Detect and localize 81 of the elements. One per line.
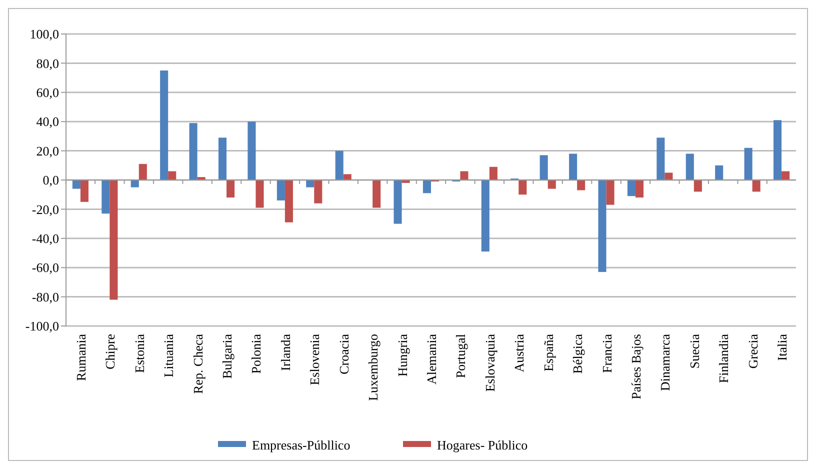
bar <box>218 138 227 180</box>
legend-label: Empresas-Públlico <box>252 438 350 453</box>
bar <box>138 164 147 180</box>
x-tick-label: Bulgaria <box>220 334 235 379</box>
y-tick-label: -60,0 <box>32 260 59 276</box>
y-tick-label: 0,0 <box>42 172 59 188</box>
bar <box>335 150 344 180</box>
x-tick-label: Austria <box>512 334 527 372</box>
bar <box>548 180 556 189</box>
bar <box>248 122 256 180</box>
y-tick-label: -100,0 <box>25 318 59 334</box>
bar <box>102 180 110 214</box>
bar <box>189 123 198 180</box>
bar <box>518 180 527 195</box>
bar <box>540 155 548 180</box>
x-tick-label: Estonia <box>132 334 147 373</box>
y-tick-label: -80,0 <box>32 289 59 304</box>
bar <box>314 180 322 204</box>
bar <box>752 180 760 192</box>
bar <box>72 180 80 189</box>
bar <box>372 180 381 208</box>
y-tick-label: 80,0 <box>36 56 59 71</box>
bar <box>694 180 702 192</box>
x-tick-label: Eslovenia <box>307 334 322 386</box>
x-tick-label: Finlandia <box>716 334 732 384</box>
x-tick-label: Hungria <box>394 334 410 377</box>
bar <box>569 154 578 180</box>
y-tick-label: -20,0 <box>32 202 59 217</box>
x-tick-label: Grecia <box>745 334 760 369</box>
x-tick-label: Chipre <box>102 334 118 370</box>
bar <box>130 180 139 188</box>
x-tick-label: Dinamarca <box>658 334 673 392</box>
x-tick-label: Eslovaquia <box>482 334 498 392</box>
bar <box>343 174 352 180</box>
x-tick-label: Bélgica <box>570 334 586 374</box>
bar <box>168 171 176 180</box>
bar <box>226 180 235 198</box>
x-tick-label: Irlanda <box>278 334 293 371</box>
y-tick-label: 60,0 <box>36 84 59 100</box>
bar <box>481 180 490 252</box>
bar <box>284 180 293 222</box>
bar <box>489 166 498 180</box>
y-tick-label: 100,0 <box>30 26 59 42</box>
bar <box>80 180 88 202</box>
x-tick-label: Croacia <box>336 334 352 374</box>
x-tick-label: España <box>540 334 556 372</box>
x-tick-label: Portugal <box>453 334 468 378</box>
x-tick-label: Rep. Checa <box>190 334 206 394</box>
x-tick-label: Países Bajos <box>628 334 644 400</box>
bar <box>606 180 614 205</box>
legend-label: Hogares- Público <box>437 438 528 453</box>
bar <box>664 172 673 180</box>
bar <box>686 154 694 180</box>
bar <box>460 171 468 180</box>
x-tick-label: Luxemburgo <box>366 334 381 401</box>
bar <box>656 138 665 180</box>
bar <box>160 70 168 180</box>
x-tick-label: Italia <box>774 334 790 361</box>
x-tick-label: Rumania <box>73 334 88 381</box>
bar <box>715 165 724 180</box>
x-tick-label: Polonia <box>248 334 264 374</box>
bar <box>635 180 644 198</box>
x-tick-label: Alemania <box>424 334 439 385</box>
bar <box>744 148 752 180</box>
bar <box>276 180 285 200</box>
bar <box>774 120 782 180</box>
bar <box>577 180 586 190</box>
x-tick-label: Lituania <box>161 334 176 378</box>
bar <box>422 180 431 194</box>
bar <box>394 180 402 224</box>
y-tick-label: 40,0 <box>36 114 59 130</box>
y-tick-label: 20,0 <box>36 143 59 158</box>
bar <box>782 171 790 180</box>
y-tick-label: -40,0 <box>32 230 59 246</box>
x-tick-label: Suecia <box>686 334 702 369</box>
bar <box>598 180 606 272</box>
bar <box>110 180 118 300</box>
bar <box>256 180 264 208</box>
bar <box>306 180 314 188</box>
bar <box>627 180 636 196</box>
x-tick-label: Francia <box>599 334 614 373</box>
